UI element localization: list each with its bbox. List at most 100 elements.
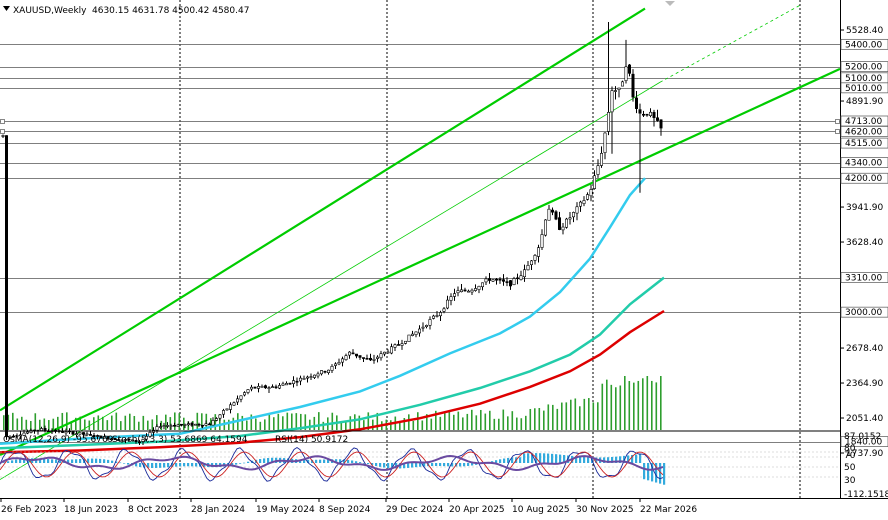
volume-bar: [79, 416, 82, 430]
candle: [445, 295, 449, 310]
candle: [127, 438, 131, 442]
axis-tick-label: 4891.90: [846, 97, 883, 107]
candle: [421, 322, 425, 332]
osma-bar: [351, 460, 354, 463]
candle: [438, 310, 442, 321]
candle-body: [603, 132, 607, 153]
dropdown-triangle-icon[interactable]: [3, 6, 10, 11]
candle-body: [592, 175, 596, 189]
scroll-marker-icon[interactable]: [665, 1, 675, 6]
osma-bar: [319, 459, 322, 463]
level-tag-label: 4713.00: [845, 117, 882, 127]
volume-bar: [318, 412, 320, 430]
candle-body: [561, 226, 565, 231]
osma-bar: [539, 453, 542, 463]
candle: [190, 421, 194, 427]
level-tag: [840, 126, 888, 137]
candle: [361, 357, 365, 362]
candle: [463, 287, 467, 292]
osma-bar: [643, 463, 646, 480]
candle-body: [148, 432, 152, 437]
volume-bar: [3, 415, 5, 430]
axis-tick-label: 3941.90: [846, 203, 883, 213]
volume-bar: [493, 418, 496, 430]
candle: [347, 351, 351, 359]
candle: [414, 331, 418, 338]
candle: [344, 353, 348, 361]
candle-body: [127, 438, 131, 441]
osma-bar: [147, 463, 150, 468]
candle: [536, 244, 540, 263]
candle: [232, 401, 236, 406]
osma-bar: [323, 459, 326, 463]
volume-bar: [417, 412, 419, 430]
candle: [372, 354, 376, 364]
candle: [92, 432, 96, 440]
level-tag-label: 4515.00: [845, 139, 882, 149]
candle-body: [519, 275, 523, 280]
osma-bar: [87, 458, 90, 463]
volume-bar: [264, 419, 266, 430]
candle: [260, 384, 264, 388]
chart-frame: [0, 0, 888, 499]
candle-body: [99, 435, 103, 439]
candle-body: [512, 278, 516, 286]
volume-bar: [97, 415, 100, 430]
horizontal-levels: [0, 44, 840, 443]
candle-body: [236, 398, 240, 403]
candle: [85, 431, 89, 437]
candle-body: [305, 376, 309, 379]
candle-body: [424, 325, 428, 327]
volume-bar: [169, 417, 172, 430]
candle: [589, 184, 593, 202]
volume-bar: [30, 420, 32, 430]
candle-body: [421, 326, 425, 329]
candle: [337, 358, 341, 366]
volume-bar: [628, 381, 631, 430]
volume-bar: [43, 418, 46, 430]
osma-bar: [499, 459, 502, 463]
candle: [435, 311, 439, 318]
candle-body: [18, 434, 22, 437]
osma-bar: [171, 463, 174, 467]
candle-body: [323, 370, 327, 373]
candle: [267, 386, 271, 393]
candle-body: [1, 135, 5, 137]
osma-bar: [511, 457, 514, 463]
candle-body: [284, 383, 288, 386]
volume-bar: [489, 410, 491, 430]
candle-body: [659, 119, 663, 129]
osma-bar: [7, 461, 10, 463]
osma-bar: [391, 463, 394, 469]
volume-bar: [246, 420, 248, 430]
volume-bar: [538, 407, 541, 430]
candle: [417, 325, 421, 337]
candle: [652, 109, 656, 127]
volume-bar: [534, 408, 536, 430]
osma-bar: [259, 459, 262, 463]
candle: [526, 261, 530, 271]
osma-bar: [615, 456, 618, 463]
candle-body: [620, 81, 624, 87]
candle-body: [414, 331, 418, 335]
candle-body: [498, 278, 502, 281]
candle-body: [145, 436, 149, 440]
volume-bar: [84, 419, 86, 430]
candle-body: [169, 425, 173, 427]
candle-body: [138, 441, 142, 444]
osma-bar: [203, 463, 206, 467]
candle: [309, 373, 313, 381]
level-handle: [835, 129, 840, 134]
candle: [134, 439, 138, 444]
sub-axis-label: 87.0152: [844, 432, 881, 442]
volume-bar: [583, 398, 586, 430]
candle: [452, 288, 456, 301]
osma-bar: [467, 463, 470, 466]
volume-bar: [498, 418, 500, 430]
osma-bar: [15, 459, 18, 463]
time-tick-label: 18 Jun 2023: [64, 505, 118, 515]
volume-bar: [651, 380, 653, 430]
volume-bar: [52, 418, 55, 430]
volume-bar: [655, 382, 658, 430]
